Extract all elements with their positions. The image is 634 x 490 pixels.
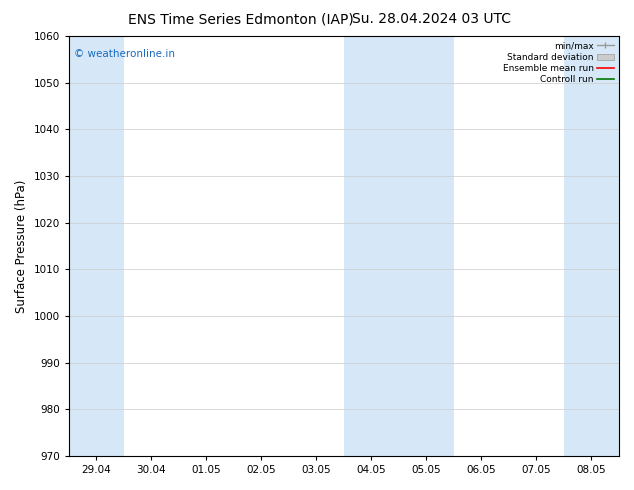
Bar (69, 36, 124, 456)
Text: ENS Time Series Edmonton (IAP): ENS Time Series Edmonton (IAP) (128, 12, 354, 26)
Bar (564, 36, 619, 456)
Legend: min/max, Standard deviation, Ensemble mean run, Controll run: min/max, Standard deviation, Ensemble me… (499, 38, 617, 88)
Text: © weatheronline.in: © weatheronline.in (74, 49, 176, 59)
Text: Su. 28.04.2024 03 UTC: Su. 28.04.2024 03 UTC (352, 12, 510, 26)
Bar (399, 36, 454, 456)
Y-axis label: Surface Pressure (hPa): Surface Pressure (hPa) (15, 179, 28, 313)
Bar (344, 36, 399, 456)
